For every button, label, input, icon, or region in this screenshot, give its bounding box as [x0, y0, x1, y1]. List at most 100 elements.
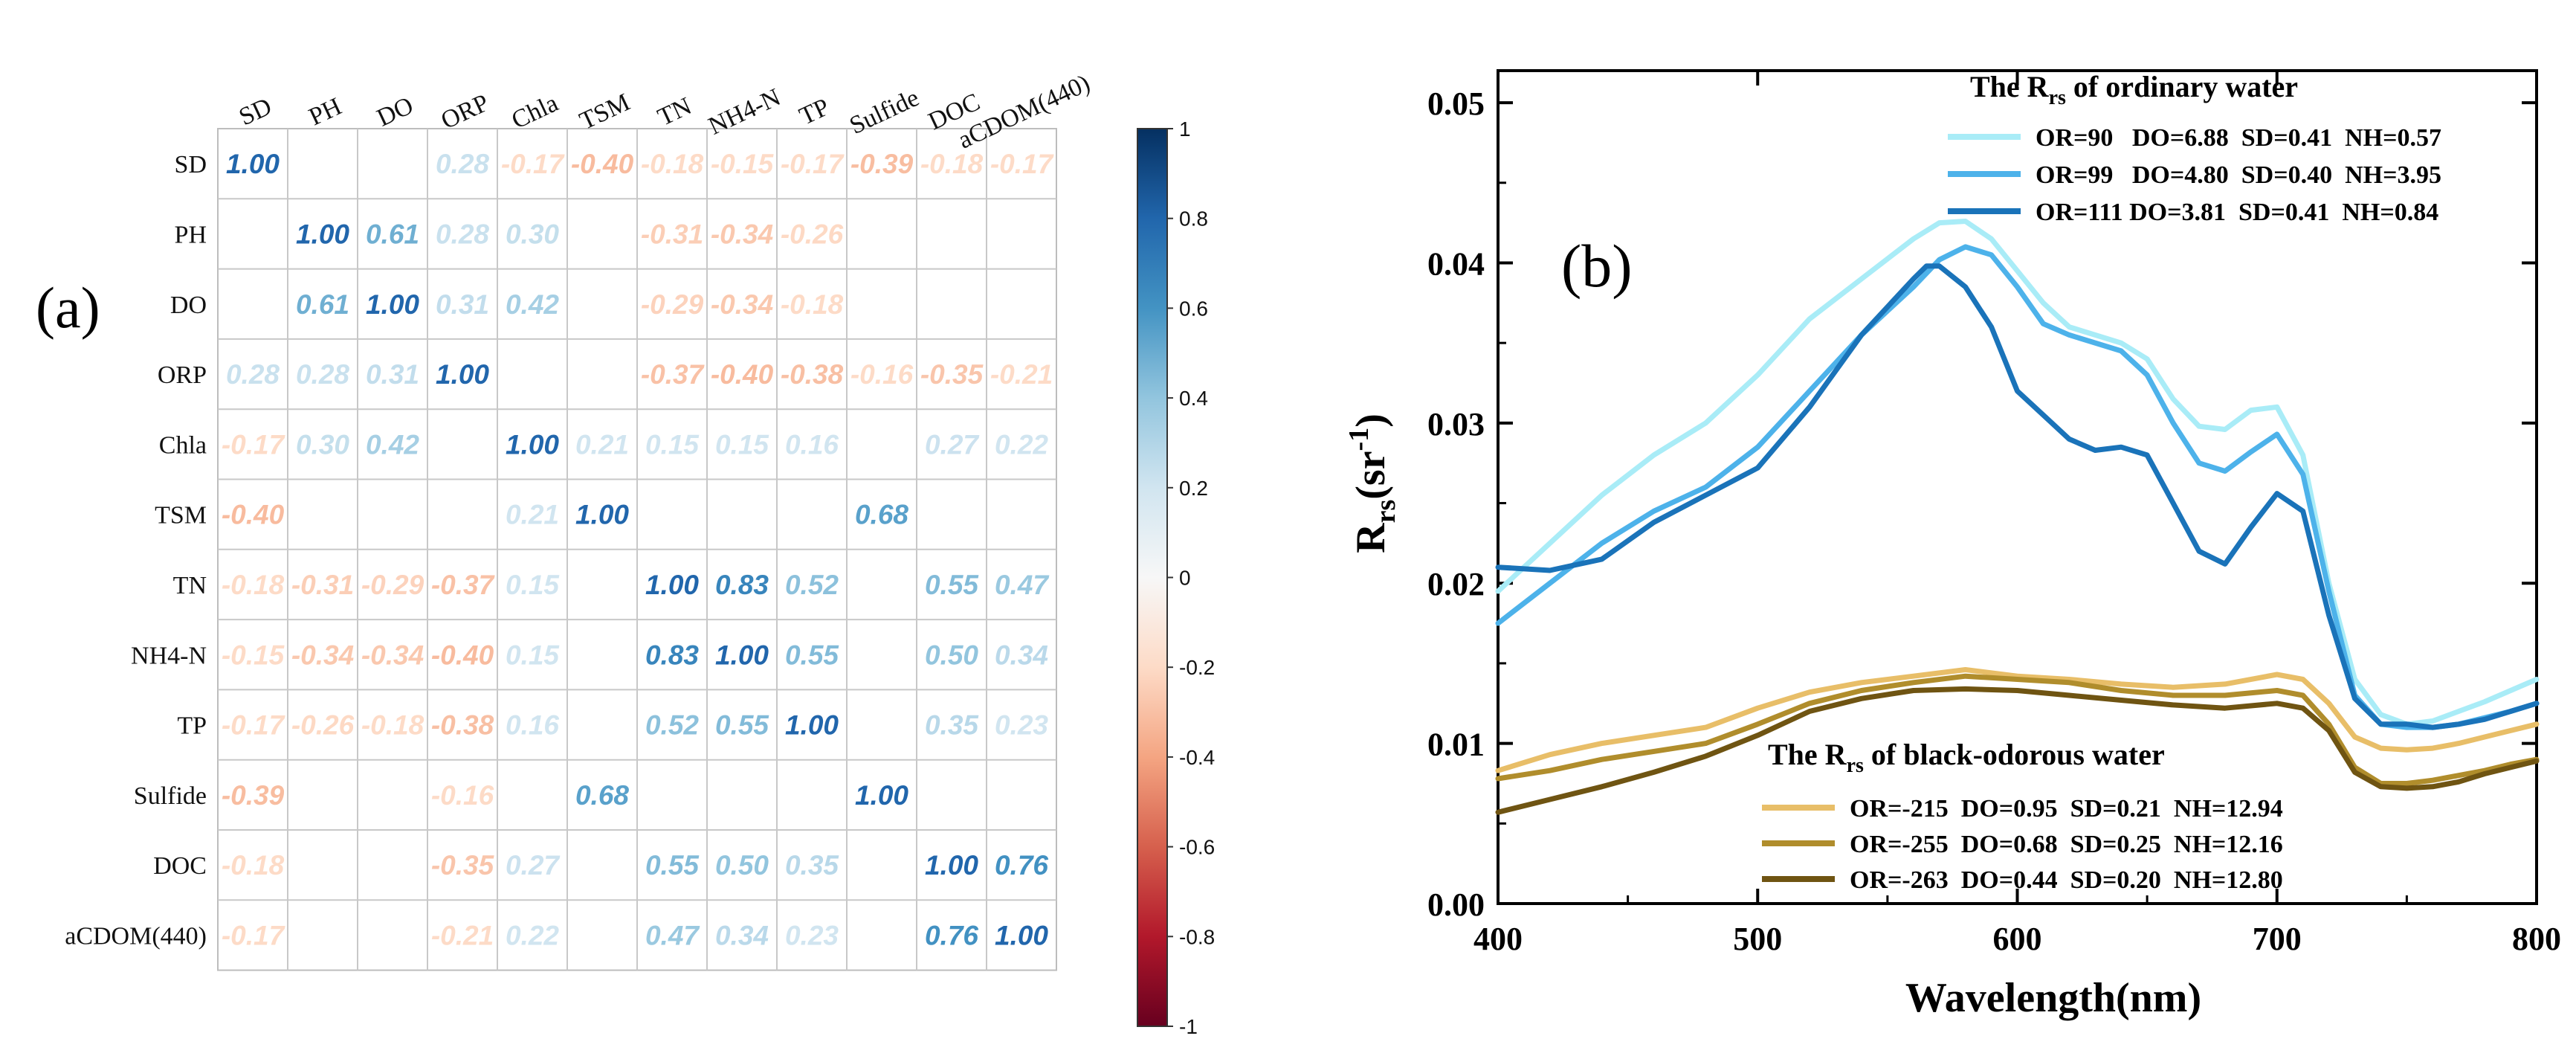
legend-title-ordinary-rest: of ordinary water: [2066, 70, 2298, 103]
heatmap-row-label: DOC: [153, 852, 207, 880]
heatmap-cell: [358, 480, 427, 549]
colorbar-tick-label: 0: [1179, 567, 1191, 590]
heatmap-row-label: SD: [175, 151, 207, 178]
heatmap-value: 0.22: [506, 920, 559, 950]
heatmap-value: -0.38: [781, 359, 844, 390]
heatmap-cell: [917, 550, 986, 619]
heatmap-cell: [428, 199, 497, 268]
heatmap-value: -0.26: [291, 710, 355, 741]
heatmap-cell: [638, 269, 706, 338]
heatmap-cell: [708, 480, 776, 549]
legend-title-ordinary: The Rrs of ordinary water: [1970, 70, 2298, 109]
heatmap-value: 0.28: [436, 149, 489, 179]
heatmap-value: 0.35: [785, 850, 839, 881]
heatmap-cell: [568, 480, 636, 549]
heatmap-row-label: ORP: [158, 361, 207, 389]
heatmap-cell: [778, 199, 846, 268]
colorbar-tick-label: 1: [1179, 118, 1191, 141]
heatmap-value: 0.16: [506, 710, 559, 741]
heatmap-value: 0.55: [645, 850, 700, 881]
heatmap-cell: [428, 339, 497, 409]
heatmap-cell: [358, 199, 427, 268]
heatmap-cell: [708, 129, 776, 199]
heatmap-value: 0.50: [925, 640, 978, 670]
heatmap-value: 0.47: [995, 570, 1050, 600]
colorbar-tick-label: -0.8: [1179, 925, 1215, 948]
colorbar-tick-label: 0.2: [1179, 477, 1208, 500]
heatmap-value: 0.15: [506, 570, 560, 600]
heatmap-cell: [778, 620, 846, 689]
heatmap-cell: [358, 620, 427, 689]
heatmap-value: -0.17: [781, 149, 845, 179]
heatmap-value: 0.28: [436, 219, 489, 249]
heatmap-cell: [778, 269, 846, 338]
heatmap-cell: [219, 620, 287, 689]
heatmap-value: 1.00: [925, 850, 978, 881]
heatmap-cell: [568, 339, 636, 409]
heatmap-cell: [638, 831, 706, 900]
heatmap-value: 0.15: [645, 429, 700, 460]
line-chart-axes: 0.00 0.01 0.02 0.03 0.04 0.05 400 500 600 700 800: [1427, 69, 2561, 957]
colorbar-tick-label: 0.4: [1179, 387, 1208, 410]
heatmap-cell: [288, 550, 357, 619]
x-tick-label: 800: [2512, 921, 2561, 957]
x-tick-label: 700: [2253, 921, 2302, 957]
heatmap-value: 0.16: [785, 429, 839, 460]
heatmap-value: 0.34: [715, 920, 769, 950]
heatmap-cell: [358, 831, 427, 900]
heatmap-cell: [848, 339, 916, 409]
heatmap-value: -0.29: [641, 289, 704, 320]
heatmap-cell: [987, 199, 1056, 268]
heatmap-cell: [358, 269, 427, 338]
legend-entry-label: OR=-263 DO=0.44 SD=0.20 NH=12.80: [1850, 866, 2283, 894]
heatmap-cell: [848, 760, 916, 829]
legend-entry-label: OR=99 DO=4.80 SD=0.40 NH=3.95: [2036, 161, 2441, 189]
heatmap-value: 1.00: [995, 920, 1048, 950]
heatmap-cell: [358, 129, 427, 199]
heatmap-cell: [987, 480, 1056, 549]
heatmap-row-label: PH: [175, 221, 207, 248]
heatmap-cell: [568, 550, 636, 619]
heatmap-cell: [987, 901, 1056, 970]
x-tick-label: 600: [1993, 921, 2042, 957]
heatmap-cell: [428, 901, 497, 970]
heatmap-cell: [708, 760, 776, 829]
heatmap-cell: [498, 690, 566, 759]
heatmap-value: 0.15: [506, 640, 560, 670]
heatmap-cell: [219, 410, 287, 479]
heatmap-value: -0.40: [222, 500, 285, 530]
heatmap-value: 0.61: [366, 219, 419, 249]
heatmap-cell: [498, 831, 566, 900]
legend-title-black-main: The R: [1768, 738, 1847, 771]
heatmap-row-label: NH4-N: [131, 642, 207, 669]
heatmap-cell: [987, 831, 1056, 900]
heatmap-cell: [917, 129, 986, 199]
heatmap-cell: [987, 410, 1056, 479]
heatmap-value: -0.18: [781, 289, 844, 320]
colorbar-tick-label: 0.8: [1179, 207, 1208, 231]
heatmap-cell: [917, 199, 986, 268]
x-tick-label: 500: [1733, 921, 1782, 957]
heatmap-value: 0.83: [715, 570, 769, 600]
heatmap-cell: [778, 339, 846, 409]
heatmap-value: -0.31: [291, 570, 354, 600]
heatmap-cell: [917, 339, 986, 409]
heatmap-value: -0.15: [222, 640, 285, 670]
heatmap-cell: [848, 410, 916, 479]
heatmap-cell: [568, 901, 636, 970]
heatmap-cell: [987, 269, 1056, 338]
heatmap-cell: [778, 480, 846, 549]
x-axis-label: Wavelength(nm): [1905, 975, 2201, 1021]
heatmap-cell: [638, 550, 706, 619]
legend-title-black-odorous: The Rrs of black-odorous water: [1768, 738, 2165, 777]
heatmap-value: 1.00: [296, 219, 349, 249]
heatmap-value: 0.27: [506, 850, 561, 881]
heatmap-cell: [288, 760, 357, 829]
heatmap-grid: [217, 128, 1057, 971]
heatmap-value: -0.31: [641, 219, 703, 249]
series-line-3: [1495, 263, 2540, 730]
heatmap-cell: [778, 410, 846, 479]
heatmap-cell: [428, 831, 497, 900]
